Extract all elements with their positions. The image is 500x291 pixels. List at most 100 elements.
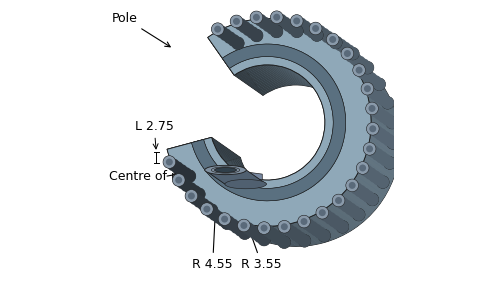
Polygon shape (314, 154, 344, 176)
Circle shape (233, 18, 240, 25)
Circle shape (302, 23, 315, 36)
Circle shape (258, 222, 270, 234)
Polygon shape (338, 47, 370, 70)
Text: R 4.55: R 4.55 (192, 186, 233, 271)
Circle shape (258, 17, 271, 29)
Polygon shape (180, 178, 210, 201)
Polygon shape (264, 226, 297, 246)
Polygon shape (219, 29, 252, 51)
Circle shape (185, 190, 198, 202)
Circle shape (300, 218, 308, 225)
Polygon shape (268, 226, 302, 246)
Circle shape (220, 217, 234, 230)
Polygon shape (182, 181, 213, 205)
Polygon shape (318, 148, 348, 170)
Circle shape (242, 222, 254, 235)
Polygon shape (238, 222, 271, 243)
Polygon shape (250, 67, 280, 88)
Circle shape (273, 14, 280, 21)
Polygon shape (314, 90, 345, 112)
Circle shape (270, 230, 282, 243)
Circle shape (353, 64, 366, 77)
Polygon shape (303, 218, 336, 240)
Polygon shape (272, 226, 306, 246)
Circle shape (258, 233, 270, 246)
Circle shape (224, 31, 236, 44)
Polygon shape (255, 226, 288, 246)
Circle shape (293, 17, 300, 24)
Circle shape (310, 22, 322, 35)
Polygon shape (288, 69, 319, 90)
Polygon shape (206, 206, 238, 229)
Circle shape (270, 11, 283, 24)
Polygon shape (301, 76, 332, 97)
Polygon shape (212, 33, 244, 55)
Polygon shape (251, 178, 282, 198)
Polygon shape (322, 208, 355, 230)
Circle shape (220, 217, 234, 230)
Polygon shape (275, 179, 306, 200)
Polygon shape (368, 95, 398, 119)
Polygon shape (296, 23, 329, 44)
Polygon shape (300, 168, 331, 190)
Polygon shape (371, 117, 400, 141)
Circle shape (298, 235, 311, 247)
Polygon shape (213, 142, 243, 164)
Polygon shape (167, 149, 197, 174)
Polygon shape (369, 139, 398, 163)
Circle shape (373, 78, 386, 91)
Polygon shape (362, 79, 392, 103)
Circle shape (192, 188, 205, 200)
Polygon shape (240, 21, 272, 43)
Polygon shape (367, 147, 397, 172)
Polygon shape (242, 223, 275, 244)
Circle shape (183, 170, 196, 182)
Circle shape (336, 221, 349, 233)
Polygon shape (350, 60, 382, 83)
Circle shape (193, 195, 206, 208)
Circle shape (214, 26, 221, 33)
Circle shape (294, 17, 307, 30)
Polygon shape (290, 70, 322, 91)
Circle shape (234, 224, 247, 237)
Polygon shape (352, 180, 382, 203)
Circle shape (386, 116, 398, 129)
Circle shape (266, 227, 278, 240)
Circle shape (166, 159, 173, 166)
Polygon shape (322, 136, 352, 159)
Circle shape (218, 213, 231, 226)
Polygon shape (368, 143, 398, 168)
Circle shape (310, 29, 323, 41)
Circle shape (386, 116, 398, 129)
Polygon shape (311, 214, 344, 237)
Circle shape (189, 192, 202, 205)
Circle shape (374, 108, 386, 120)
Polygon shape (294, 173, 325, 194)
Text: R 3.55: R 3.55 (232, 182, 282, 271)
Polygon shape (298, 220, 332, 242)
Polygon shape (230, 219, 262, 241)
Circle shape (172, 174, 185, 187)
Circle shape (208, 208, 222, 221)
Circle shape (376, 176, 389, 189)
Circle shape (356, 162, 369, 174)
Polygon shape (294, 72, 326, 93)
Circle shape (183, 170, 196, 182)
Circle shape (318, 229, 330, 242)
Polygon shape (222, 216, 254, 237)
Polygon shape (370, 108, 400, 132)
Polygon shape (299, 74, 330, 96)
Ellipse shape (204, 165, 246, 175)
Circle shape (176, 177, 189, 189)
Circle shape (368, 170, 381, 183)
Circle shape (228, 34, 240, 47)
Circle shape (341, 47, 353, 60)
Polygon shape (280, 178, 311, 199)
Polygon shape (336, 196, 368, 220)
Circle shape (361, 70, 374, 82)
Polygon shape (196, 198, 228, 221)
Polygon shape (308, 27, 342, 49)
Polygon shape (177, 174, 208, 198)
Polygon shape (371, 121, 400, 146)
Circle shape (246, 26, 259, 39)
